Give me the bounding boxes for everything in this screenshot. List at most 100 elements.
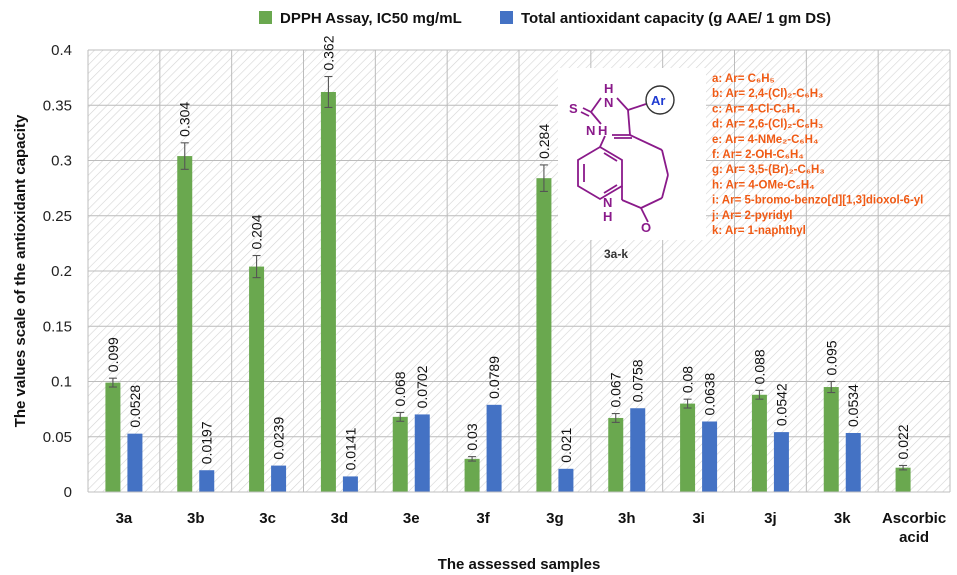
substituent-item: h: Ar= 4-OMe-C₆H₄	[712, 179, 815, 191]
legend-swatch-tac	[500, 11, 513, 24]
y-tick-label: 0.25	[43, 208, 72, 225]
data-label-tac: 0.0702	[414, 365, 430, 408]
data-label-tac: 0.0141	[342, 427, 358, 470]
bar-dpph	[320, 91, 336, 493]
y-tick-label: 0.05	[43, 429, 72, 446]
substituent-item: c: Ar= 4-Cl-C₆H₄	[712, 103, 801, 115]
x-axis-title: The assessed samples	[438, 556, 601, 573]
legend-label-tac: Total antioxidant capacity (g AAE/ 1 gm …	[521, 10, 831, 27]
atom-o: O	[641, 220, 651, 235]
error-bars	[108, 75, 908, 471]
bar-dpph	[608, 417, 624, 492]
atom-h2: H	[598, 123, 607, 138]
bar-tac	[414, 414, 430, 492]
bar-tac	[342, 476, 358, 492]
data-label-dpph: 0.068	[392, 371, 408, 406]
data-label-dpph: 0.022	[895, 424, 911, 459]
atom-h1: H	[604, 81, 613, 96]
bar-tac	[486, 404, 502, 492]
substituent-item: j: Ar= 2-pyridyl	[711, 210, 792, 222]
data-label-tac: 0.0239	[271, 417, 287, 460]
aryl-label: Ar	[651, 93, 665, 108]
x-tick-label: 3f	[476, 510, 490, 527]
data-label-dpph: 0.284	[536, 124, 552, 159]
atom-h3: H	[603, 209, 612, 224]
x-tick-label: 3i	[692, 510, 705, 527]
data-label-dpph: 0.099	[105, 337, 121, 372]
bar-tac	[271, 465, 287, 492]
atom-s: S	[569, 101, 578, 116]
bar-dpph	[177, 156, 193, 492]
y-tick-label: 0.2	[51, 263, 72, 280]
substituent-list: a: Ar= C₆H₅ b: Ar= 2,4-(Cl)₂-C₆H₃ c: Ar= 4…	[711, 73, 923, 237]
y-tick-label: 0.1	[51, 374, 72, 391]
bar-dpph	[751, 394, 767, 492]
substituent-item: e: Ar= 4-NMe₂-C₆H₄	[712, 134, 818, 146]
bar-tac	[845, 432, 861, 492]
x-tick-label: 3b	[187, 510, 205, 527]
x-tick-label: 3c	[259, 510, 276, 527]
substituent-item: a: Ar= C₆H₅	[712, 73, 775, 85]
legend: DPPH Assay, IC50 mg/mL Total antioxidant…	[259, 10, 831, 27]
bar-tac	[702, 421, 718, 492]
x-tick-label: 3k	[834, 510, 851, 527]
bar-dpph	[895, 467, 911, 492]
legend-label-dpph: DPPH Assay, IC50 mg/mL	[280, 10, 462, 27]
bar-tac	[630, 408, 646, 492]
y-axis-title: The values scale of the antioxidant capa…	[12, 114, 29, 427]
y-tick-label: 0	[64, 484, 72, 501]
atom-n1: N	[604, 95, 613, 110]
bar-dpph	[392, 416, 408, 492]
data-label-dpph: 0.08	[680, 366, 696, 393]
legend-swatch-dpph	[259, 11, 272, 24]
data-label-dpph: 0.088	[751, 349, 767, 384]
x-tick-label: 3g	[546, 510, 564, 527]
bar-dpph	[823, 387, 839, 492]
y-tick-label: 0.35	[43, 97, 72, 114]
data-label-tac: 0.021	[558, 428, 574, 463]
compound-label: 3a-k	[604, 247, 628, 261]
bar-dpph	[249, 266, 265, 492]
substituent-item: g: Ar= 3,5-(Br)₂-C₆H₃	[712, 164, 825, 176]
x-tick-label: 3e	[403, 510, 420, 527]
bar-dpph	[105, 382, 121, 492]
x-tick-label: 3a	[116, 510, 133, 527]
data-label-tac: 0.0542	[773, 383, 789, 426]
bar-tac	[127, 433, 143, 492]
bar-tac	[558, 468, 574, 492]
category-labels: 3a 3b 3c 3d 3e 3f 3g 3h 3i 3j 3k Ascorbic acid	[116, 510, 947, 546]
y-tick-label: 0.4	[51, 42, 72, 59]
bar-dpph	[680, 403, 696, 492]
chemical-structure: Ar S H N N H N H O 3a-k	[558, 68, 706, 261]
bar-tac	[773, 432, 789, 492]
data-label-dpph: 0.067	[608, 372, 624, 407]
x-tick-label: Ascorbic	[882, 510, 946, 527]
data-label-tac: 0.0638	[702, 372, 718, 415]
substituent-item: d: Ar= 2,6-(Cl)₂-C₆H₃	[712, 119, 823, 131]
grid	[87, 49, 951, 493]
data-label-tac: 0.0534	[845, 384, 861, 427]
bar-dpph	[536, 178, 552, 492]
data-label-dpph: 0.03	[464, 423, 480, 450]
data-label-tac: 0.0789	[486, 356, 502, 399]
atom-n2: N	[586, 123, 595, 138]
substituent-item: k: Ar= 1-naphthyl	[712, 225, 806, 237]
y-tick-label: 0.15	[43, 318, 72, 335]
x-tick-label: acid	[899, 529, 929, 546]
x-tick-label: 3j	[764, 510, 777, 527]
bar-dpph	[464, 458, 480, 492]
data-label-dpph: 0.304	[177, 102, 193, 137]
structure-background	[558, 68, 706, 240]
x-tick-label: 3h	[618, 510, 636, 527]
data-label-tac: 0.0758	[630, 359, 646, 402]
x-tick-label: 3d	[331, 510, 349, 527]
data-label-tac: 0.0528	[127, 385, 143, 428]
substituent-item: b: Ar= 2,4-(Cl)₂-C₆H₃	[712, 88, 823, 100]
data-label-dpph: 0.362	[320, 35, 336, 70]
structure-bonds	[577, 97, 669, 223]
substituent-item: f: Ar= 2-OH-C₆H₄	[712, 149, 804, 161]
data-label-dpph: 0.204	[249, 214, 265, 249]
atom-n3: N	[603, 195, 612, 210]
y-axis-ticks: 0 0.05 0.1 0.15 0.2 0.25 0.3 0.35 0.4	[43, 42, 72, 501]
